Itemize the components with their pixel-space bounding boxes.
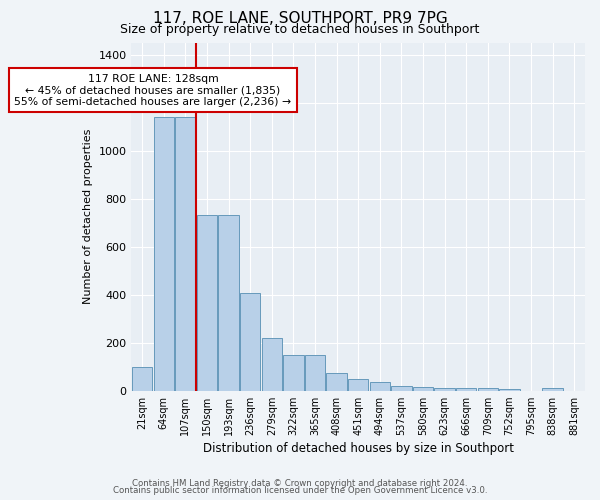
Bar: [197, 216, 217, 390]
X-axis label: Distribution of detached houses by size in Southport: Distribution of detached houses by size …: [203, 442, 514, 455]
Bar: [348, 378, 368, 390]
Bar: [478, 388, 498, 390]
Bar: [326, 372, 347, 390]
Bar: [132, 366, 152, 390]
Bar: [283, 354, 304, 390]
Bar: [370, 382, 390, 390]
Bar: [218, 216, 239, 390]
Text: 117 ROE LANE: 128sqm
← 45% of detached houses are smaller (1,835)
55% of semi-de: 117 ROE LANE: 128sqm ← 45% of detached h…: [14, 74, 292, 107]
Text: Size of property relative to detached houses in Southport: Size of property relative to detached ho…: [121, 22, 479, 36]
Bar: [305, 354, 325, 390]
Bar: [542, 388, 563, 390]
Bar: [154, 117, 174, 390]
Bar: [262, 338, 282, 390]
Bar: [434, 388, 455, 390]
Bar: [391, 386, 412, 390]
Bar: [175, 117, 196, 390]
Text: Contains public sector information licensed under the Open Government Licence v3: Contains public sector information licen…: [113, 486, 487, 495]
Y-axis label: Number of detached properties: Number of detached properties: [83, 129, 93, 304]
Text: Contains HM Land Registry data © Crown copyright and database right 2024.: Contains HM Land Registry data © Crown c…: [132, 478, 468, 488]
Text: 117, ROE LANE, SOUTHPORT, PR9 7PG: 117, ROE LANE, SOUTHPORT, PR9 7PG: [152, 11, 448, 26]
Bar: [240, 294, 260, 390]
Bar: [413, 387, 433, 390]
Bar: [456, 388, 476, 390]
